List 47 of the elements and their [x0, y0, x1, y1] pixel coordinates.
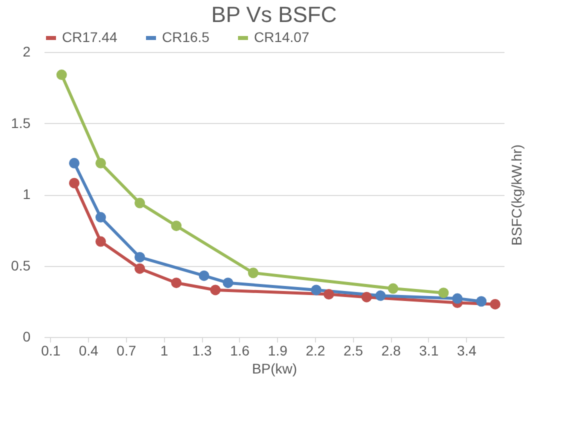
point	[490, 298, 500, 310]
x-tick-label: 2.8	[381, 342, 402, 358]
x-tick-label: 1	[160, 342, 168, 358]
y-tick-label: 1	[22, 186, 31, 202]
y-tick-label: 0.5	[11, 257, 31, 274]
x-tick-label: 1.6	[230, 342, 250, 358]
point	[198, 270, 210, 281]
y-tick-label: 1.5	[11, 114, 31, 131]
legend-label: CR16.5	[162, 29, 210, 45]
point	[222, 278, 234, 288]
x-tick-label: 2.2	[306, 342, 326, 358]
point	[476, 296, 487, 307]
point	[361, 292, 372, 302]
y-tick-label: 0	[22, 328, 31, 344]
point	[452, 293, 463, 304]
point	[69, 178, 80, 188]
chart-title: BP Vs BSFC	[211, 2, 337, 27]
point	[69, 158, 80, 168]
point	[95, 158, 106, 168]
x-tick-label: 2.5	[344, 342, 364, 358]
y-tick-label: 2	[22, 44, 31, 60]
point	[134, 252, 146, 262]
x-tick-label: 1.3	[192, 342, 212, 358]
point	[134, 198, 146, 208]
y-axis-title: BSFC(kg/kW.hr)	[508, 144, 524, 246]
x-tick-label: 0.7	[116, 342, 136, 358]
point	[438, 288, 449, 298]
point	[375, 290, 386, 301]
point	[95, 236, 106, 247]
point	[171, 220, 182, 232]
x-tick-label: 3.4	[456, 342, 477, 358]
legend-label: CR17.44	[62, 29, 118, 45]
point	[171, 278, 182, 288]
x-axis-title: BP(kw)	[252, 360, 298, 376]
x-tick-label: 0.4	[78, 342, 99, 358]
point	[56, 70, 67, 80]
point	[210, 284, 221, 296]
x-tick-label: 0.1	[41, 342, 61, 358]
legend-label: CR14.07	[254, 29, 310, 45]
point	[310, 284, 322, 296]
point	[388, 283, 398, 294]
point	[324, 289, 334, 300]
point	[134, 263, 146, 274]
point	[95, 212, 106, 223]
x-tick-label: 3.1	[419, 342, 439, 358]
x-tick-label: 1.9	[268, 342, 288, 358]
point	[248, 268, 258, 278]
